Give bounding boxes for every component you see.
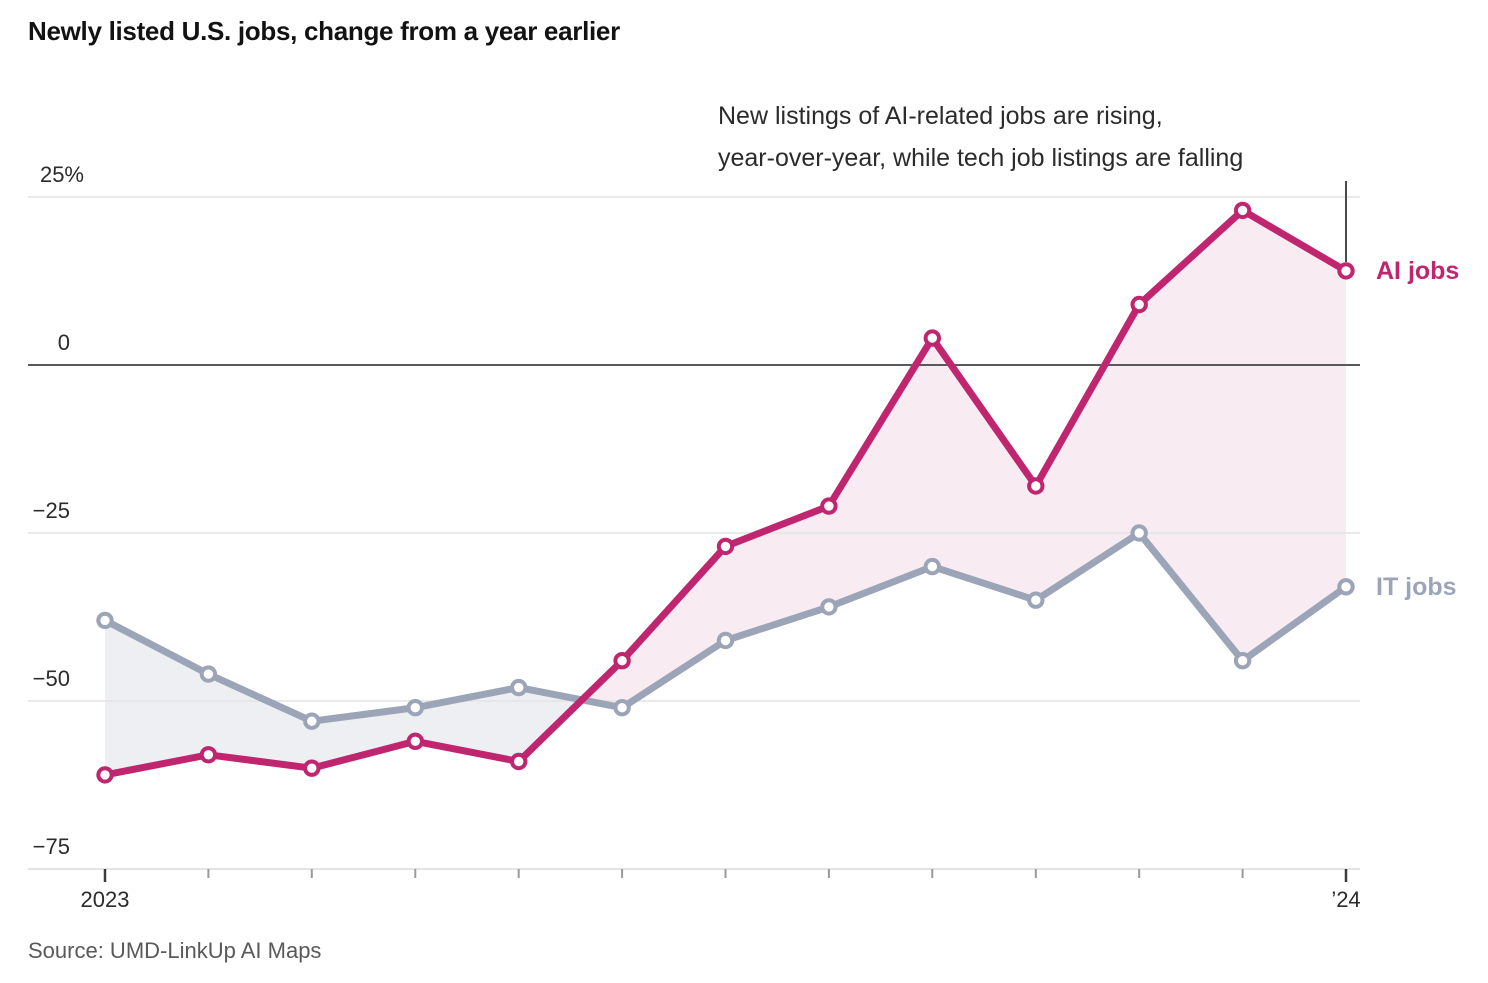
data-point-marker [406, 732, 424, 750]
data-point-marker [613, 699, 631, 717]
fill-between-series [105, 620, 582, 775]
markers-ai-jobs [96, 201, 1355, 784]
x-axis-label: 2023 [80, 887, 130, 912]
source-note: Source: UMD-LinkUp AI Maps [28, 938, 322, 963]
y-axis-label: −50 [32, 666, 70, 691]
area-fills [105, 210, 1346, 775]
data-point-marker [1027, 591, 1045, 609]
data-point-marker [1130, 524, 1148, 542]
fill-between-series [581, 210, 1346, 708]
data-point-marker [716, 537, 735, 556]
data-point-marker [1233, 201, 1252, 220]
data-point-marker [199, 665, 218, 683]
series-label-it-jobs: IT jobs [1376, 572, 1457, 601]
x-axis-label: ’24 [1331, 887, 1361, 912]
data-point-marker [613, 652, 631, 670]
chart-title: Newly listed U.S. jobs, change from a ye… [28, 16, 620, 46]
data-point-marker [820, 497, 838, 515]
annotation: New listings of AI-related jobs are risi… [718, 95, 1243, 179]
data-point-marker [1130, 295, 1148, 314]
y-axis-label: 0 [57, 330, 70, 355]
annotation-line-1: New listings of AI-related jobs are risi… [718, 102, 1163, 130]
data-point-marker [199, 746, 218, 764]
data-point-marker [820, 598, 838, 616]
data-point-marker [1337, 578, 1355, 596]
y-axis-label: −75 [32, 834, 70, 859]
data-point-marker [406, 699, 424, 717]
y-axis-label: 25% [39, 162, 84, 187]
data-point-marker [1337, 262, 1355, 280]
data-point-marker [96, 766, 114, 784]
markers-it-jobs [96, 524, 1355, 730]
y-axis-label: −25 [32, 498, 70, 523]
data-point-marker [96, 611, 114, 630]
data-point-marker [1233, 652, 1252, 670]
x-axis-ticks [103, 869, 1348, 882]
series-label-ai-jobs: AI jobs [1376, 256, 1460, 285]
data-point-marker [923, 329, 941, 347]
data-point-marker [1027, 477, 1045, 495]
data-point-marker [716, 631, 735, 650]
data-point-marker [303, 712, 321, 730]
data-point-marker [510, 752, 528, 771]
annotation-line-2: year-over-year, while tech job listings … [718, 144, 1244, 172]
data-point-marker [303, 759, 321, 777]
data-point-marker [923, 557, 941, 576]
data-point-marker [510, 678, 528, 697]
